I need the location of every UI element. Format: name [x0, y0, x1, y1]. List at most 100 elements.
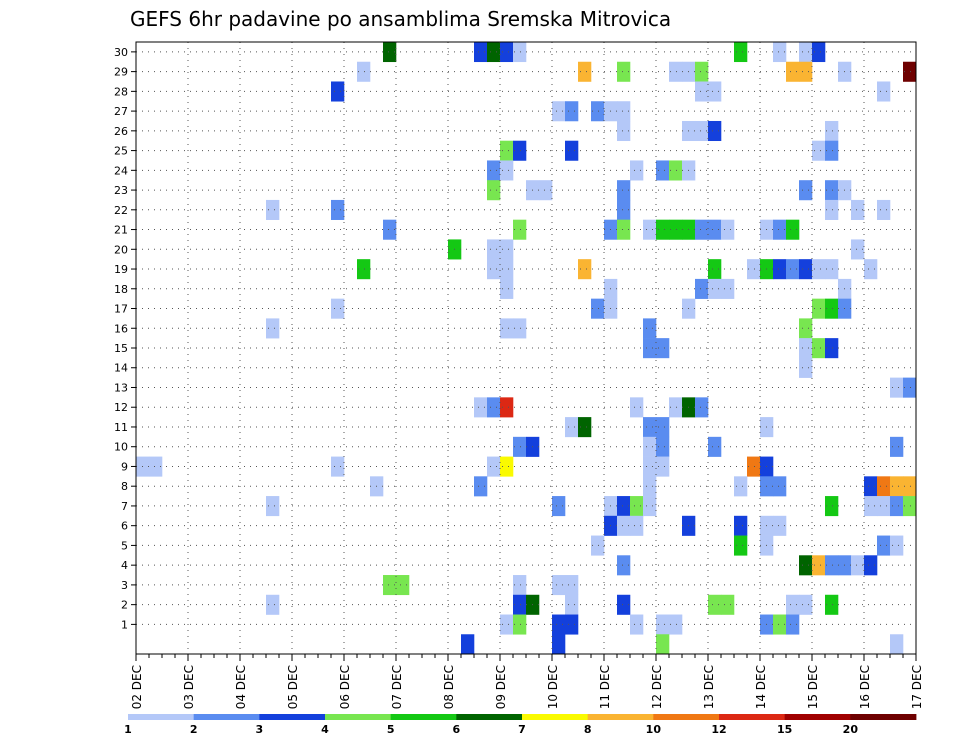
heatmap-cell — [617, 180, 631, 201]
heatmap-cell — [617, 496, 631, 517]
heatmap-cell — [513, 42, 527, 63]
heatmap-cell — [500, 318, 514, 339]
x-tick-label: 06 DEC — [338, 665, 352, 709]
y-tick-label: 7 — [121, 500, 128, 513]
heatmap-cell — [812, 259, 826, 280]
heatmap-cell — [617, 120, 631, 142]
heatmap-cell — [825, 140, 839, 161]
colorbar-swatch — [325, 714, 392, 720]
x-tick-label: 02 DEC — [130, 665, 144, 709]
heatmap-cell — [591, 101, 605, 122]
heatmap-cell — [851, 239, 865, 260]
heatmap-cell — [799, 555, 813, 576]
x-tick-label: 13 DEC — [702, 665, 716, 709]
heatmap-cell — [552, 496, 566, 517]
heatmap-cell — [630, 515, 644, 536]
heatmap-cell — [669, 614, 683, 635]
x-tick-label: 11 DEC — [598, 665, 612, 709]
x-tick-label: 04 DEC — [234, 665, 248, 709]
heatmap-cell — [708, 81, 722, 102]
y-tick-label: 6 — [121, 520, 128, 533]
heatmap-cell — [617, 515, 631, 536]
y-tick-label: 29 — [114, 66, 128, 79]
heatmap-cell — [617, 61, 631, 82]
y-tick-label: 3 — [121, 579, 128, 592]
heatmap-cell — [500, 278, 514, 299]
y-tick-label: 19 — [114, 263, 128, 276]
y-tick-label: 26 — [114, 125, 128, 138]
heatmap-cell — [812, 338, 826, 359]
heatmap-cell — [695, 61, 709, 82]
heatmap-cell — [266, 199, 280, 220]
heatmap-cell — [474, 42, 488, 63]
heatmap-cell — [500, 140, 514, 161]
heatmap-cell — [656, 456, 670, 477]
y-tick-label: 11 — [114, 421, 128, 434]
y-tick-label: 23 — [114, 184, 128, 197]
heatmap-cell — [786, 219, 800, 240]
colorbar-label: 5 — [387, 723, 395, 736]
heatmap-cell — [825, 298, 839, 319]
dotted-grid — [136, 42, 916, 654]
heatmap-cell — [630, 160, 644, 181]
heatmap-cell — [903, 61, 917, 82]
heatmap-cell — [695, 278, 709, 299]
heatmap-cell — [825, 555, 839, 576]
heatmap-cell — [513, 436, 527, 457]
heatmap-cell — [799, 338, 813, 359]
colorbar-swatch — [587, 714, 654, 720]
heatmap-cell — [721, 219, 735, 240]
heatmap-cell — [500, 42, 514, 63]
colorbar-label: 3 — [256, 723, 264, 736]
y-tick-label: 1 — [121, 618, 128, 631]
colorbar-swatch — [784, 714, 851, 720]
heatmap-cell — [474, 476, 488, 497]
colorbar-swatch — [719, 714, 786, 720]
heatmap-cell — [565, 417, 579, 438]
heatmap-cell — [825, 496, 839, 517]
y-tick-label: 25 — [114, 145, 128, 158]
x-tick-label: 03 DEC — [182, 665, 196, 709]
x-tick-label: 07 DEC — [390, 665, 404, 709]
heatmap-cell — [578, 61, 592, 82]
heatmap-cell — [643, 476, 657, 497]
y-tick-label: 21 — [114, 224, 128, 237]
heatmap-cell — [357, 61, 371, 82]
heatmap-cell — [487, 259, 501, 280]
heatmap-cell — [656, 338, 670, 359]
heatmap-cell — [500, 456, 514, 477]
heatmap-cell — [864, 496, 878, 517]
heatmap-cell — [552, 101, 566, 122]
heatmap-cell — [513, 219, 527, 240]
x-tick-label: 15 DEC — [806, 665, 820, 709]
heatmap-cell — [630, 496, 644, 517]
heatmap-cell — [552, 634, 566, 655]
heatmap-cell — [747, 259, 761, 280]
heatmap-cell — [565, 594, 579, 615]
x-tick-label: 17 DEC — [910, 665, 924, 709]
heatmap-cell — [565, 140, 579, 161]
heatmap-cell — [500, 259, 514, 280]
heatmap-cell — [825, 259, 839, 280]
heatmap-cell — [825, 180, 839, 201]
heatmap-cell — [890, 634, 904, 655]
heatmap-cell — [630, 614, 644, 635]
heatmap-cell — [786, 614, 800, 635]
y-tick-label: 12 — [114, 401, 128, 414]
heatmap-cell — [890, 496, 904, 517]
heatmap-cell — [695, 120, 709, 142]
heatmap-cell — [864, 555, 878, 576]
heatmap-cell — [773, 42, 787, 63]
heatmap-cell — [864, 259, 878, 280]
heatmap-cell — [890, 476, 904, 497]
colorbar-label: 20 — [843, 723, 859, 736]
heatmap-cell — [786, 594, 800, 615]
heatmap-cell — [799, 259, 813, 280]
heatmap-cell — [656, 417, 670, 438]
colorbar-label: 4 — [321, 723, 329, 736]
heatmap-cell — [786, 259, 800, 280]
x-tick-label: 08 DEC — [442, 665, 456, 709]
heatmap-cell — [331, 298, 345, 319]
heatmap-cell — [331, 456, 345, 477]
